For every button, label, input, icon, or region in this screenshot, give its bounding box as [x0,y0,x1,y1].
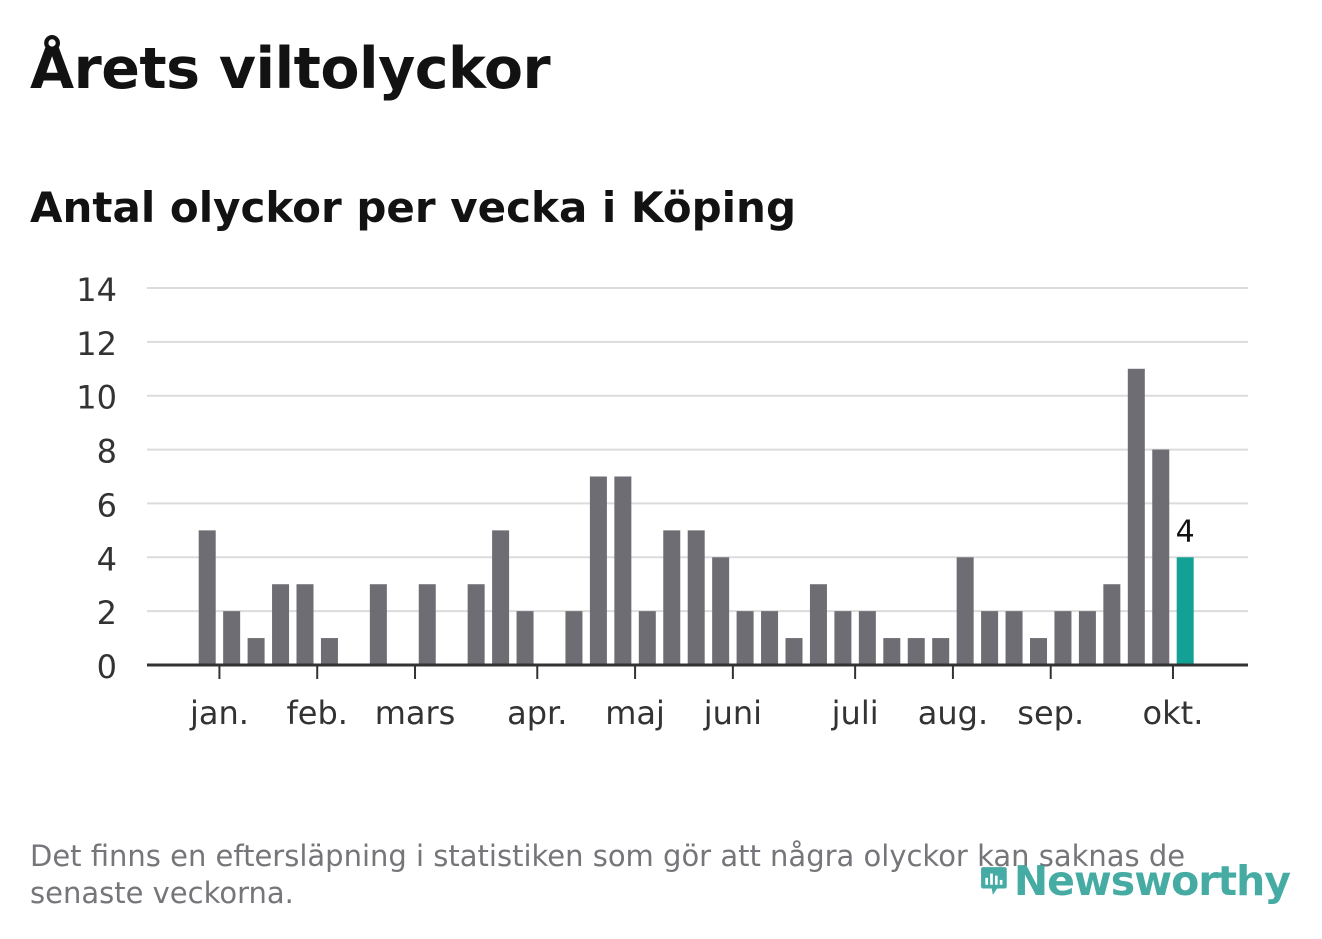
x-tick-label: sep. [1017,694,1084,732]
bar [883,638,901,665]
bar [834,611,852,665]
x-tick-label: aug. [918,694,988,732]
bar [223,611,241,665]
newsworthy-logo-icon [981,867,1007,895]
bar [809,584,827,665]
x-tick-label: feb. [287,694,348,732]
logo-text: Newsworthy [1013,857,1291,905]
bar [1103,584,1121,665]
data-labels: 4 [1176,514,1195,549]
y-tick-label: 4 [97,540,117,578]
bar [761,611,779,665]
x-tick-label: mars [375,694,456,732]
bar [1127,368,1145,665]
y-tick-label: 14 [76,271,117,309]
bar [369,584,387,665]
y-tick-label: 0 [97,648,117,686]
x-tick-label: juli [831,694,879,732]
bar [589,476,607,665]
bar [198,530,216,665]
bar [1078,611,1096,665]
bar [247,638,265,665]
x-tick-label: maj [605,694,665,732]
bar [492,530,510,665]
highlight-value-label: 4 [1176,514,1195,549]
bar [956,557,974,665]
bar [467,584,485,665]
bar-highlight [1176,557,1194,665]
x-tick-label: jan. [189,694,249,732]
bar [907,638,925,665]
x-axis-ticks: jan. feb. mars apr. maj juni juli aug. sep. okt. [189,665,1203,732]
gridlines [147,287,1248,613]
bar [614,476,632,665]
bar [712,557,730,665]
bar-chart: 0 2 4 6 8 10 12 14 jan. feb. mars apr. maj juni juli a… [76,271,1248,732]
bar [1005,611,1023,665]
bars [198,368,1194,665]
bar [1030,638,1047,665]
chart-title: Årets viltolyckor [30,36,551,102]
bar [858,611,876,665]
bar [687,530,705,665]
newsworthy-logo[interactable]: Newsworthy [980,850,1291,912]
y-tick-label: 10 [76,379,117,417]
bar [663,530,681,665]
x-tick-label: okt. [1143,694,1204,732]
bar [272,584,290,665]
bar [320,638,338,665]
y-tick-label: 8 [97,433,117,471]
y-tick-label: 2 [97,594,117,632]
bar [1152,449,1170,665]
bar [932,638,950,665]
bar [418,584,436,665]
bar [516,611,534,665]
bar [1054,611,1072,665]
y-tick-label: 6 [97,486,117,524]
bar [981,611,999,665]
y-tick-label: 12 [76,325,117,363]
bar [736,611,754,665]
y-axis-ticks: 0 2 4 6 8 10 12 14 [76,271,117,686]
bar [785,638,803,665]
bar [565,611,583,665]
chart-subtitle: Antal olyckor per vecka i Köping [30,183,797,232]
bar [638,611,656,665]
x-tick-label: juni [703,694,762,732]
bar [296,584,314,665]
x-tick-label: apr. [507,694,567,732]
